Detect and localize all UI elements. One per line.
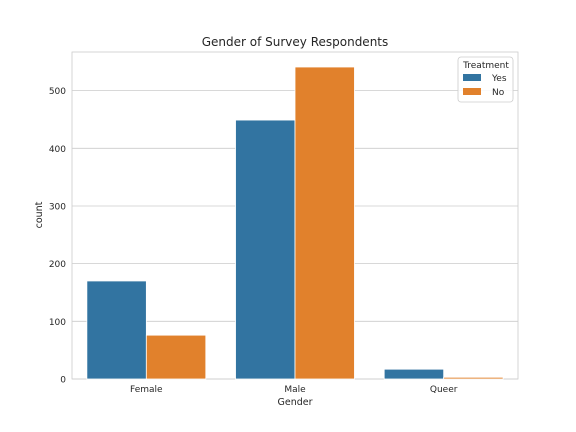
- y-tick-label: 200: [49, 260, 66, 270]
- bar-female-no: [145, 334, 207, 380]
- y-tick-label: 0: [60, 376, 66, 386]
- legend: Treatment Yes No: [457, 56, 514, 103]
- bar-queer-no: [443, 376, 504, 380]
- y-axis-label: count: [34, 201, 45, 228]
- bar-male-yes: [235, 119, 296, 380]
- bars: [86, 66, 504, 380]
- x-axis-ticks: Female Male Queer: [130, 385, 458, 395]
- legend-items: Yes No: [463, 74, 507, 98]
- bar-male-no: [294, 66, 355, 380]
- legend-swatch-yes: [463, 74, 481, 81]
- legend-title: Treatment: [462, 61, 509, 71]
- legend-label: Yes: [491, 74, 507, 84]
- x-tick-label: Queer: [430, 385, 458, 395]
- bar-female-yes: [86, 280, 147, 380]
- chart-title: Gender of Survey Respondents: [202, 35, 389, 49]
- x-tick-label: Female: [130, 385, 163, 395]
- y-tick-label: 400: [49, 145, 66, 155]
- y-axis-ticks: 0 100 200 300 400 500: [49, 87, 66, 385]
- legend-label: No: [492, 88, 505, 98]
- x-axis-label: Gender: [277, 397, 312, 408]
- x-tick-label: Male: [284, 385, 306, 395]
- y-tick-label: 500: [49, 87, 66, 97]
- y-tick-label: 300: [49, 202, 66, 212]
- bar-queer-yes: [383, 368, 445, 380]
- legend-swatch-no: [463, 88, 481, 95]
- y-tick-label: 100: [49, 318, 66, 328]
